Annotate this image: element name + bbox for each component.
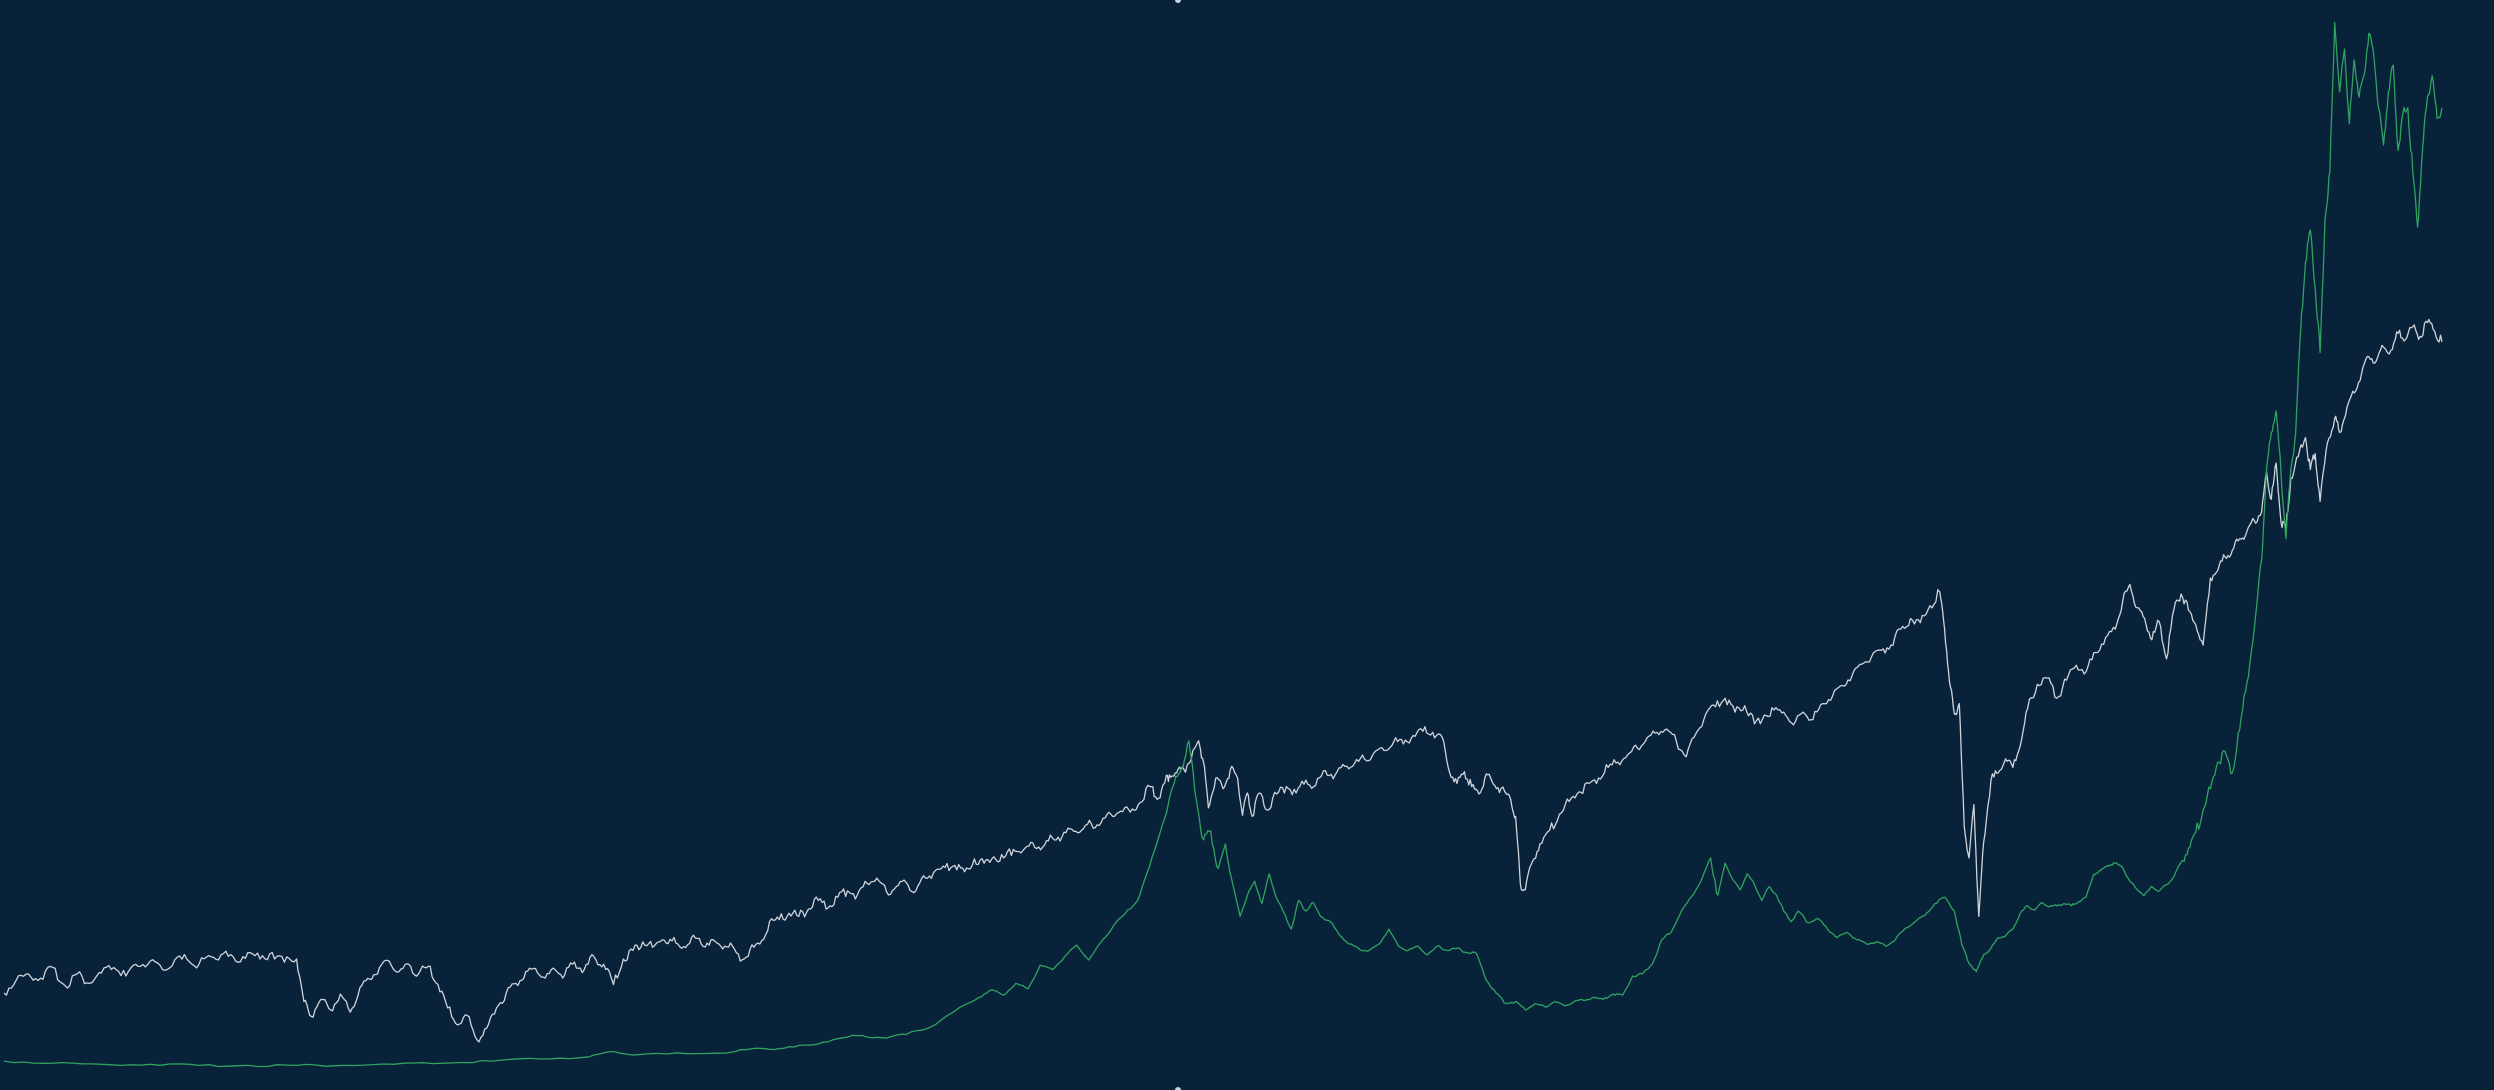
series-line-2 [3,21,2443,1068]
bottom-handle-marker[interactable] [1175,1087,1181,1090]
series-line-1 [3,318,2443,1043]
top-handle-marker[interactable] [1175,0,1181,3]
series-layer [3,21,2443,1068]
